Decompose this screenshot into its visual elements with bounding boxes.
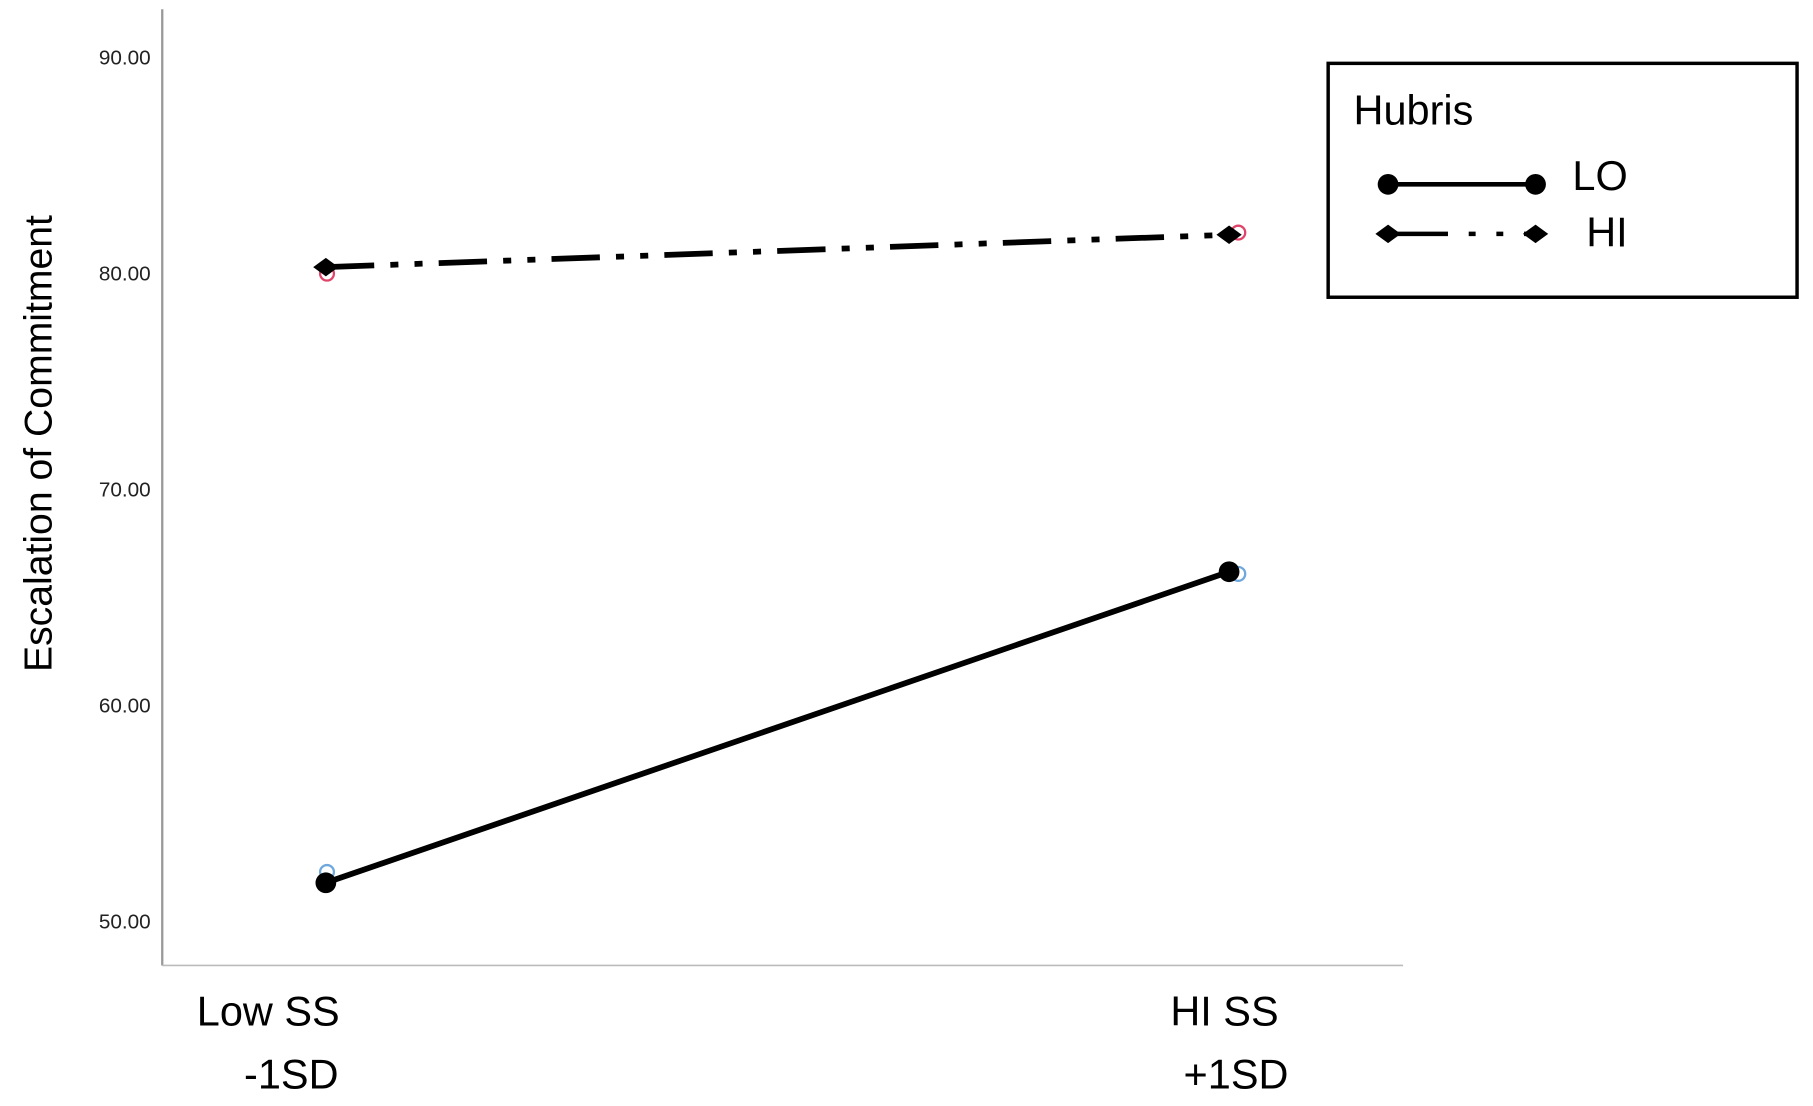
data-point <box>1522 224 1549 244</box>
y-tick-label: 60.00 <box>99 695 151 718</box>
legend-label: HI <box>1586 209 1627 256</box>
y-tick-label: 70.00 <box>99 479 151 502</box>
y-tick-label: 50.00 <box>99 911 151 934</box>
legend-title: Hubris <box>1354 86 1474 133</box>
data-point <box>1377 173 1399 195</box>
y-axis-label: Escalation of Commitment <box>18 215 61 672</box>
x-tick-label: -1SD <box>244 1051 338 1098</box>
series-lo <box>315 561 1247 894</box>
data-point <box>1525 173 1546 195</box>
series-hi <box>313 224 1247 282</box>
x-tick-label: Low SS <box>197 987 340 1034</box>
legend-box <box>1326 61 1799 299</box>
data-point <box>315 872 337 894</box>
data-point <box>313 257 339 277</box>
legend-label: LO <box>1572 152 1627 199</box>
x-tick-label: +1SD <box>1184 1051 1289 1098</box>
y-tick-label: 90.00 <box>99 47 151 70</box>
data-point <box>1375 224 1401 244</box>
legend-item-hi: HI <box>1375 209 1628 256</box>
data-point <box>1218 561 1240 583</box>
x-tick-label: HI SS <box>1170 987 1278 1034</box>
series-line <box>325 231 1230 271</box>
series-line <box>324 568 1231 886</box>
legend: Hubris LO HI <box>1326 61 1799 299</box>
legend-item-lo: LO <box>1377 152 1628 199</box>
y-tick-label: 80.00 <box>99 263 151 286</box>
data-point <box>1216 225 1242 244</box>
